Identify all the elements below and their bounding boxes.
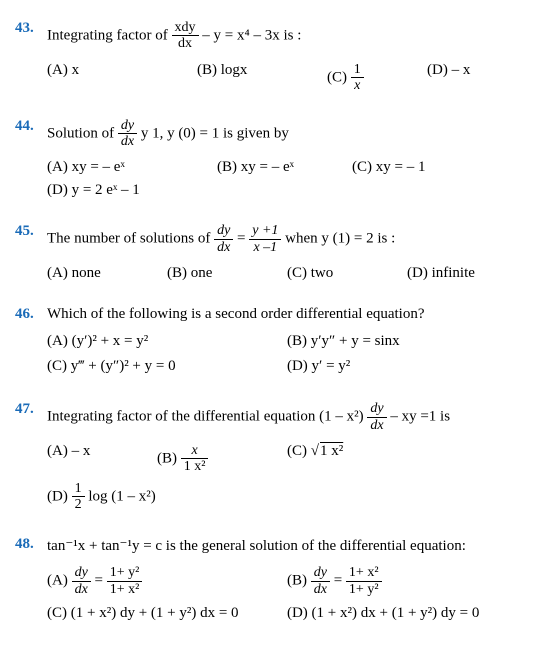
options: (A) none (B) one (C) two (D) infinite [47, 265, 527, 288]
option-a: (A) x [47, 62, 167, 94]
options: (A) x (B) logx (C) 1x (D) – x [47, 62, 527, 100]
option-a: (A) dydx = 1+ y²1+ x² [47, 565, 277, 597]
question-43: 43. Integrating factor of xdydx – y = x⁴… [15, 20, 527, 100]
question-stem: tan⁻¹x + tan⁻¹y = c is the general solut… [47, 536, 527, 555]
question-stem: Integrating factor of the differential e… [47, 401, 527, 433]
question-stem: Which of the following is a second order… [47, 306, 527, 323]
option-d: (D) – x [427, 62, 470, 94]
options: (A) xy = – eˣ (B) xy = – eˣ (C) xy = – 1… [47, 159, 527, 205]
stem-text: when y (1) = 2 is : [285, 231, 395, 247]
option-d: (D) infinite [407, 265, 475, 282]
question-number: 44. [15, 118, 47, 206]
stem-text: y 1, y (0) = 1 is given by [141, 125, 289, 141]
question-number: 43. [15, 20, 47, 100]
question-body: Which of the following is a second order… [47, 306, 527, 383]
option-d: (D) y = 2 eˣ – 1 [47, 182, 140, 199]
option-b: (B) dydx = 1+ x²1+ y² [287, 565, 517, 597]
option-c: (C) xy = – 1 [352, 159, 447, 176]
question-body: Solution of dydx y 1, y (0) = 1 is given… [47, 118, 527, 206]
option-c: (C) y‴ + (y″)² + y = 0 [47, 358, 277, 375]
question-number: 46. [15, 306, 47, 383]
option-a: (A) – x [47, 443, 127, 475]
question-body: Integrating factor of the differential e… [47, 401, 527, 518]
stem-text: Solution of [47, 125, 118, 141]
question-44: 44. Solution of dydx y 1, y (0) = 1 is g… [15, 118, 527, 206]
options: (A) (y′)² + x = y² (B) y′y″ + y = sinx (… [47, 333, 527, 383]
stem-text: Integrating factor of the differential e… [47, 408, 367, 424]
option-d: (D) 12 log (1 – x²) [47, 481, 156, 513]
stem-text: Integrating factor of [47, 27, 172, 43]
question-body: The number of solutions of dydx = y +1x … [47, 223, 527, 288]
question-body: tan⁻¹x + tan⁻¹y = c is the general solut… [47, 536, 527, 630]
option-c: (C) 1x [327, 62, 397, 94]
question-body: Integrating factor of xdydx – y = x⁴ – 3… [47, 20, 527, 100]
option-b: (B) logx [197, 62, 297, 94]
option-b: (B) x1 x² [157, 443, 257, 475]
option-c: (C) two [287, 265, 377, 282]
stem-text: – xy =1 is [390, 408, 450, 424]
fraction: y +1x –1 [249, 223, 281, 255]
option-c: (C) (1 + x²) dy + (1 + y²) dx = 0 [47, 605, 277, 622]
option-a: (A) (y′)² + x = y² [47, 333, 277, 350]
question-stem: Solution of dydx y 1, y (0) = 1 is given… [47, 118, 527, 150]
question-number: 45. [15, 223, 47, 288]
option-a: (A) xy = – eˣ [47, 159, 187, 176]
fraction: dydx [214, 223, 233, 255]
question-number: 48. [15, 536, 47, 630]
options: (A) dydx = 1+ y²1+ x² (B) dydx = 1+ x²1+… [47, 565, 527, 630]
question-48: 48. tan⁻¹x + tan⁻¹y = c is the general s… [15, 536, 527, 630]
stem-text: – y = x⁴ – 3x is : [202, 27, 301, 43]
fraction: xdydx [172, 20, 199, 52]
question-46: 46. Which of the following is a second o… [15, 306, 527, 383]
fraction: dydx [118, 118, 137, 150]
fraction: dydx [367, 401, 386, 433]
option-b: (B) one [167, 265, 257, 282]
option-c: (C) √1 x² [287, 443, 387, 475]
option-a: (A) none [47, 265, 137, 282]
question-stem: The number of solutions of dydx = y +1x … [47, 223, 527, 255]
stem-text: The number of solutions of [47, 231, 214, 247]
question-number: 47. [15, 401, 47, 518]
option-d: (D) (1 + x²) dx + (1 + y²) dy = 0 [287, 605, 517, 622]
question-47: 47. Integrating factor of the differenti… [15, 401, 527, 518]
question-stem: Integrating factor of xdydx – y = x⁴ – 3… [47, 20, 527, 52]
option-b: (B) xy = – eˣ [217, 159, 322, 176]
options: (A) – x (B) x1 x² (C) √1 x² (D) 12 log (… [47, 443, 527, 519]
option-d: (D) y′ = y² [287, 358, 517, 375]
question-45: 45. The number of solutions of dydx = y … [15, 223, 527, 288]
option-b: (B) y′y″ + y = sinx [287, 333, 517, 350]
